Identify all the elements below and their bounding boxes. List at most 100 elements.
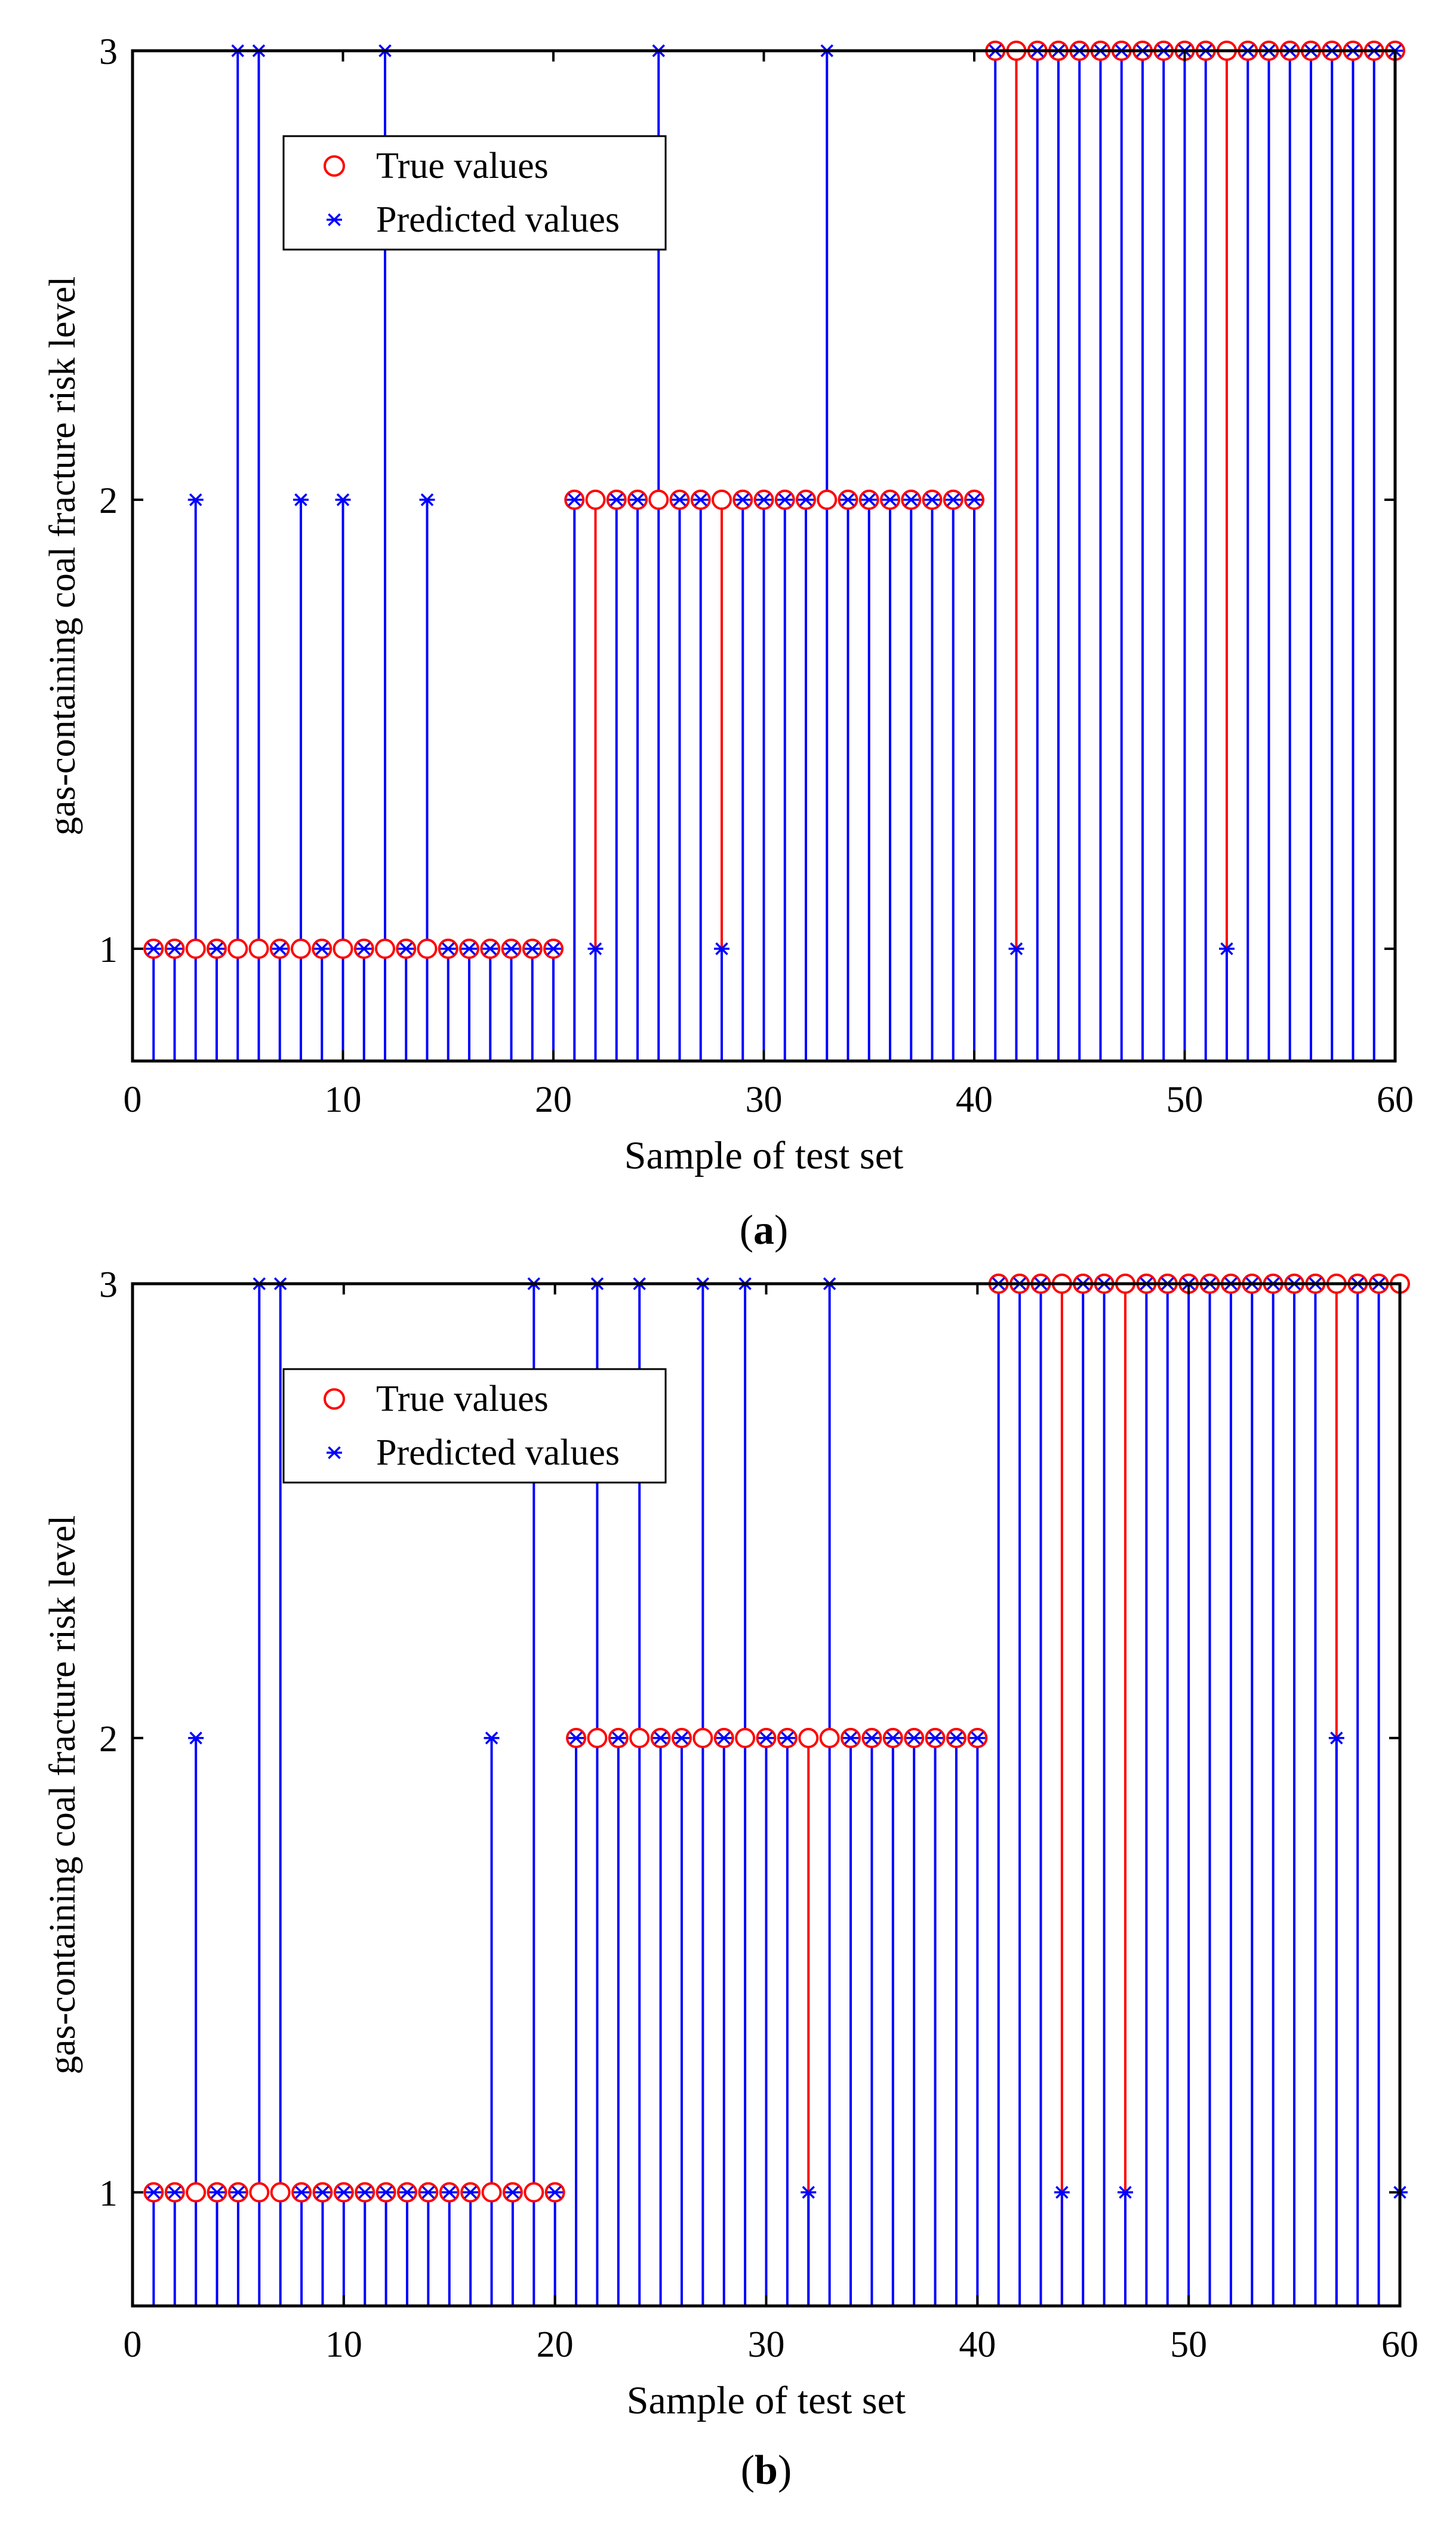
predicted-value-point — [482, 942, 498, 955]
true-value-point — [375, 939, 395, 959]
predicted-value-point — [420, 2186, 436, 2199]
predicted-value-point — [756, 493, 772, 506]
predicted-value-point — [924, 493, 940, 506]
legend-true-marker — [324, 1388, 345, 1410]
predicted-value-point — [779, 1732, 795, 1745]
predicted-value-point — [188, 1732, 204, 1745]
predicted-value-point — [167, 2186, 183, 2199]
true-value-point — [648, 490, 669, 510]
predicted-value-point — [503, 942, 519, 955]
predicted-value-point — [587, 942, 604, 955]
predicted-value-point — [843, 1732, 859, 1745]
true-value-point — [585, 490, 606, 510]
predicted-value-point — [272, 942, 288, 955]
predicted-value-point — [315, 2186, 331, 2199]
predicted-value-point — [608, 493, 624, 506]
panel-label: (a) — [740, 1207, 789, 1253]
predicted-value-point — [146, 2186, 162, 2199]
predicted-value-point — [777, 493, 793, 506]
predicted-value-point — [864, 1732, 880, 1745]
x-tick-label: 0 — [124, 1080, 142, 1120]
predicted-value-point — [335, 493, 351, 506]
x-tick-label: 10 — [325, 2324, 362, 2365]
true-value-point — [249, 2182, 270, 2203]
y-tick-label: 2 — [99, 481, 118, 521]
predicted-value-point — [461, 942, 477, 955]
predicted-value-point — [714, 942, 729, 955]
predicted-value-point — [610, 1732, 626, 1745]
true-value-point — [270, 2182, 291, 2203]
predicted-value-point — [672, 493, 688, 506]
predicted-value-point — [146, 942, 162, 955]
predicted-value-point — [1118, 2186, 1134, 2199]
predicted-value-point — [357, 2186, 373, 2199]
true-value-point — [481, 2182, 502, 2203]
legend: True values Predicted values — [282, 135, 667, 251]
predicted-value-point — [187, 493, 204, 506]
predicted-value-point — [567, 493, 583, 506]
true-value-point — [798, 1727, 819, 1748]
legend-box — [282, 135, 667, 251]
predicted-value-point — [735, 493, 751, 506]
x-tick-label: 50 — [1170, 2324, 1207, 2365]
legend-predicted-label: Predicted values — [376, 1432, 620, 1473]
predicted-value-point — [716, 1732, 732, 1745]
legend-true-label: True values — [376, 146, 549, 186]
predicted-value-point — [230, 2186, 246, 2199]
ticks: 0 10 20 30 40 50 60 1 2 3 — [99, 1265, 1418, 2365]
predicted-value-point — [840, 493, 856, 506]
y-tick-label: 1 — [99, 2173, 118, 2214]
predicted-value-point — [209, 942, 224, 955]
x-tick-label: 30 — [748, 2324, 785, 2365]
predicted-value-point — [885, 1732, 901, 1745]
x-tick-label: 20 — [535, 1080, 572, 1120]
predicted-value-point — [546, 942, 561, 955]
true-value-point — [817, 490, 838, 510]
predicted-value-point — [293, 493, 309, 506]
true-value-point — [417, 939, 438, 959]
y-tick-label: 3 — [99, 32, 118, 72]
true-value-point — [291, 939, 311, 959]
predicted-value-point — [1328, 1732, 1344, 1745]
predicted-value-point — [1008, 942, 1024, 955]
ticks: 0 10 20 30 40 50 60 1 2 3 — [99, 32, 1414, 1120]
chart-panel-a: 0 10 20 30 40 50 60 1 2 3 Sample of test set gas-co… — [42, 32, 1414, 1253]
predicted-value-point — [378, 2186, 394, 2199]
predicted-value-point — [314, 942, 330, 955]
legend-predicted-marker — [327, 213, 342, 226]
y-axis-label: gas-containing coal fracture risk level — [42, 276, 83, 835]
x-tick-label: 40 — [959, 2324, 996, 2365]
x-tick-label: 40 — [956, 1080, 993, 1120]
predicted-value-point — [630, 493, 645, 506]
predicted-value-point — [167, 942, 183, 955]
markers — [143, 1274, 1410, 2203]
predicted-value-point — [801, 2186, 817, 2199]
legend-predicted-label: Predicted values — [376, 199, 620, 240]
y-axis-label: gas-containing coal fracture risk level — [42, 1515, 83, 2074]
x-tick-label: 20 — [537, 2324, 574, 2365]
predicted-value-point — [1219, 942, 1235, 955]
predicted-value-point — [398, 942, 414, 955]
x-axis-label: Sample of test set — [624, 1134, 903, 1177]
predicted-value-point — [903, 493, 919, 506]
stems — [152, 1284, 1401, 2306]
predicted-value-point — [568, 1732, 584, 1745]
predicted-value-point — [652, 1732, 669, 1745]
x-tick-label: 50 — [1166, 1080, 1203, 1120]
predicted-value-point — [209, 2186, 225, 2199]
predicted-value-point — [673, 1732, 689, 1745]
y-tick-label: 3 — [99, 1265, 118, 1305]
predicted-value-point — [524, 942, 540, 955]
predicted-value-point — [798, 493, 814, 506]
legend-true-label: True values — [376, 1379, 549, 1419]
true-value-point — [333, 939, 353, 959]
legend-predicted-marker — [327, 1446, 342, 1459]
y-tick-label: 1 — [99, 930, 118, 970]
predicted-value-point — [547, 2186, 563, 2199]
true-value-point — [248, 939, 269, 959]
predicted-value-point — [861, 493, 877, 506]
markers — [143, 41, 1405, 959]
predicted-value-point — [906, 1732, 922, 1745]
x-tick-label: 60 — [1377, 1080, 1414, 1120]
